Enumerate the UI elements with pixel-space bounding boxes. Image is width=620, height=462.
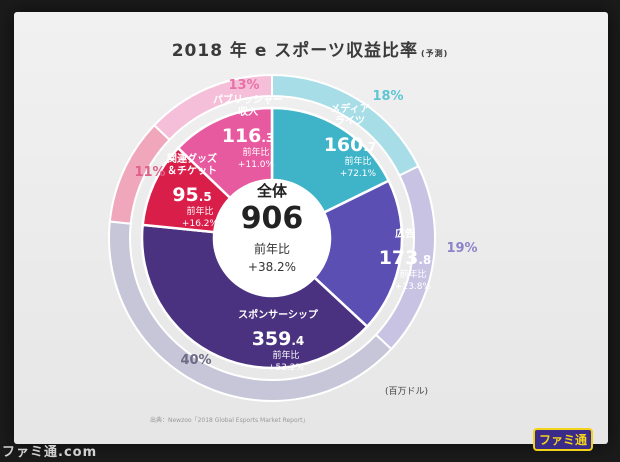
slice-value-decimal: .3	[261, 131, 274, 145]
slice-yoy-value: +72.1%	[340, 169, 377, 179]
slice-percent: 18%	[372, 89, 403, 104]
slice-value: 359.4	[252, 328, 305, 350]
slice-yoy-value: +16.2%	[182, 219, 219, 229]
slice-name: メディア	[330, 102, 369, 115]
slice-yoy-label: 前年比	[242, 146, 269, 158]
slice-value-decimal: .8	[418, 253, 431, 267]
slice-yoy-label: 前年比	[344, 155, 371, 167]
slice-yoy-label: 前年比	[186, 205, 213, 217]
center-yoy-label: 前年比	[254, 241, 290, 256]
slice-yoy-value: +11.0%	[238, 160, 275, 170]
slice-value: 160.7	[324, 134, 377, 156]
center-yoy-value: +38.2%	[248, 260, 296, 274]
slice-value-int: 160	[324, 134, 364, 156]
slice-name: スポンサーシップ	[238, 308, 319, 321]
slice-percent: 19%	[446, 241, 477, 256]
slice-value-decimal: .5	[199, 190, 212, 204]
center-total-value: 906	[241, 201, 304, 236]
slice-value-decimal: .4	[291, 334, 304, 348]
slice-name: ライツ	[335, 115, 365, 127]
slice-yoy-value: +23.8%	[395, 282, 432, 292]
slice-name: パブリッシャー	[213, 93, 283, 106]
slice-value: 116.3	[222, 125, 275, 147]
center-hole	[214, 180, 330, 296]
chart-title-note: (予測)	[420, 49, 449, 58]
slice-yoy-value: +53.2%	[268, 363, 305, 373]
slice-name: ＆チケット	[167, 165, 217, 177]
slice-percent: 40%	[180, 353, 211, 368]
famitsu-logo: ファミ通	[533, 428, 594, 451]
slice-value-int: 359	[252, 328, 292, 350]
slice-value: 95.5	[172, 184, 211, 206]
famitsu-com-watermark: ファミ通.com	[2, 445, 98, 460]
slice-name: 収入	[238, 106, 258, 118]
slice-yoy-label: 前年比	[399, 268, 426, 280]
slice-value-int: 173	[379, 247, 419, 269]
slice-name: 関連グッズ	[167, 152, 217, 165]
source-note: 出典：Newzoo「2018 Global Esports Market Rep…	[150, 417, 309, 424]
outer-ring-slice	[152, 73, 273, 142]
slice-value: 173.8	[379, 247, 432, 269]
slice-value-int: 95	[172, 184, 198, 206]
chart-title: 2018 年 e スポーツ収益比率 (予測)	[171, 41, 449, 61]
unit-label: (百万ドル)	[385, 387, 429, 397]
slice-yoy-label: 前年比	[272, 349, 299, 361]
slice-percent: 11%	[134, 165, 165, 180]
slice-value-decimal: .7	[363, 140, 376, 154]
slice-percent: 13%	[228, 78, 259, 93]
slice-name: 広告	[395, 227, 415, 240]
center-total-label: 全体	[256, 182, 288, 200]
slice-value-int: 116	[222, 125, 262, 147]
